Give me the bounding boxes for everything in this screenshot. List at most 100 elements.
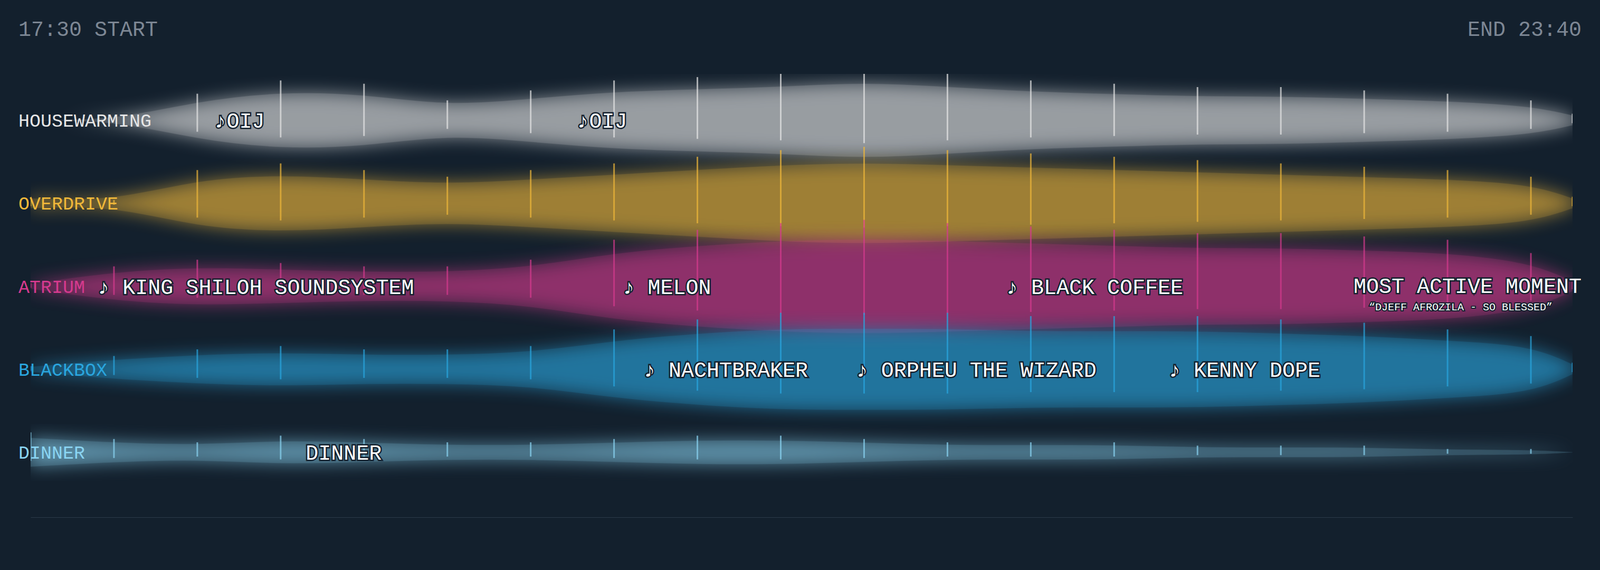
room-strand: [1572, 196, 1574, 207]
room-label: OVERDRIVE: [18, 194, 119, 216]
x-axis: [31, 517, 1574, 518]
room-glow: [30, 328, 1573, 410]
room-flow: [30, 437, 1573, 467]
annotation: DINNER: [305, 442, 382, 466]
room-strand: [529, 169, 532, 218]
room-flow: [30, 239, 1573, 333]
room-strand: [779, 73, 782, 141]
room-strand: [1530, 336, 1532, 384]
start-label: 17:30 START: [18, 18, 158, 43]
background: [0, 0, 1600, 570]
room-strand: [529, 346, 532, 380]
room-strand: [1196, 87, 1199, 135]
room-strand: [696, 435, 699, 460]
room-strand: [1530, 449, 1532, 454]
room-label: BLACKBOX: [18, 360, 108, 382]
end-label: END 23:40: [1467, 18, 1582, 43]
room-strand: [1113, 316, 1116, 393]
room-strand: [863, 146, 865, 228]
room-strand: [863, 73, 865, 144]
room-strand: [1446, 169, 1449, 218]
room-strand: [1280, 87, 1282, 135]
room-strand: [863, 220, 865, 316]
room-strand: [196, 442, 198, 457]
annotation: ♪ NACHTBRAKER: [643, 359, 808, 384]
room-flow: [30, 163, 1573, 243]
room-strand: [1196, 159, 1199, 222]
room-strand: [446, 176, 449, 215]
chart: 17:30 START END 23:40 HOUSEWARMING OVERDRIV…: [0, 0, 1600, 570]
room-strand: [1113, 156, 1116, 224]
room-strand: [112, 356, 115, 376]
room-strand: [363, 83, 365, 137]
room-strand: [1363, 166, 1366, 219]
room-strand: [363, 349, 365, 378]
annotation: ♪ MELON: [622, 276, 711, 301]
room-strand: [1446, 449, 1449, 454]
room-strand: [1196, 233, 1199, 310]
annotation: ♪ KENNY DOPE: [1168, 359, 1321, 384]
room-strand: [1363, 445, 1366, 455]
highlight-subtitle: “DJEFF AFROZILA - SO BLESSED”: [1368, 301, 1553, 314]
room-strand: [1530, 176, 1532, 215]
highlight-title: MOST ACTIVE MOMENT: [1353, 275, 1582, 300]
room-strand: [196, 169, 198, 218]
room-strand: [529, 90, 532, 133]
room-strand: [363, 169, 365, 218]
room-strand: [779, 149, 782, 226]
room-strand: [446, 100, 449, 129]
room-strand: [696, 77, 699, 139]
room-strand: [1363, 90, 1366, 133]
room-strand: [1113, 442, 1116, 457]
room-glow: [30, 83, 1573, 157]
room-strand: [863, 439, 865, 459]
room-strand: [613, 163, 615, 221]
room-strand: [946, 442, 949, 457]
room-strand: [1572, 113, 1574, 123]
room-flow: [30, 83, 1573, 157]
room-strand: [1363, 322, 1366, 390]
room-strand: [946, 149, 949, 226]
room-strand: [1196, 445, 1199, 455]
room-flow: [30, 328, 1573, 410]
room-strand: [696, 156, 699, 224]
room-strand: [1030, 80, 1032, 138]
room-strand: [446, 349, 449, 378]
room-strand: [1446, 93, 1449, 132]
room-strand: [1280, 445, 1282, 455]
room-strand: [1530, 100, 1532, 129]
room-strand: [279, 435, 282, 460]
room-strand: [1280, 233, 1282, 310]
x-axis-line: [31, 517, 1574, 518]
room-strand: [1446, 329, 1449, 387]
annotation: ♪OIJ: [213, 110, 265, 135]
room-label: ATRIUM: [18, 277, 85, 299]
room-label: DINNER: [18, 443, 85, 465]
room-strand: [946, 73, 949, 141]
room-strand: [112, 439, 115, 459]
room-strand: [279, 163, 282, 221]
room-glow: [30, 437, 1573, 467]
room-strand: [1030, 442, 1032, 457]
room-strand: [279, 346, 282, 380]
room-strand: [613, 239, 615, 307]
room-strand: [779, 435, 782, 460]
room-strand: [1572, 362, 1574, 373]
room-strand: [446, 266, 449, 295]
room-strand: [1113, 83, 1116, 137]
room-strand: [279, 80, 282, 138]
annotation: ♪OIJ: [576, 110, 628, 135]
room-glow: [30, 163, 1573, 243]
room-strand: [529, 259, 532, 298]
room-strand: [196, 349, 198, 378]
marks: [30, 73, 1573, 467]
room-strand: [613, 329, 615, 387]
room-glow: [30, 239, 1573, 333]
annotation: ♪ ORPHEU THE WIZARD: [855, 359, 1097, 384]
room-strand: [446, 442, 449, 457]
room-strand: [613, 439, 615, 459]
room-strand: [529, 442, 532, 457]
room-label: HOUSEWARMING: [18, 111, 152, 133]
room-strand: [1030, 153, 1032, 225]
room-strand: [1280, 163, 1282, 221]
